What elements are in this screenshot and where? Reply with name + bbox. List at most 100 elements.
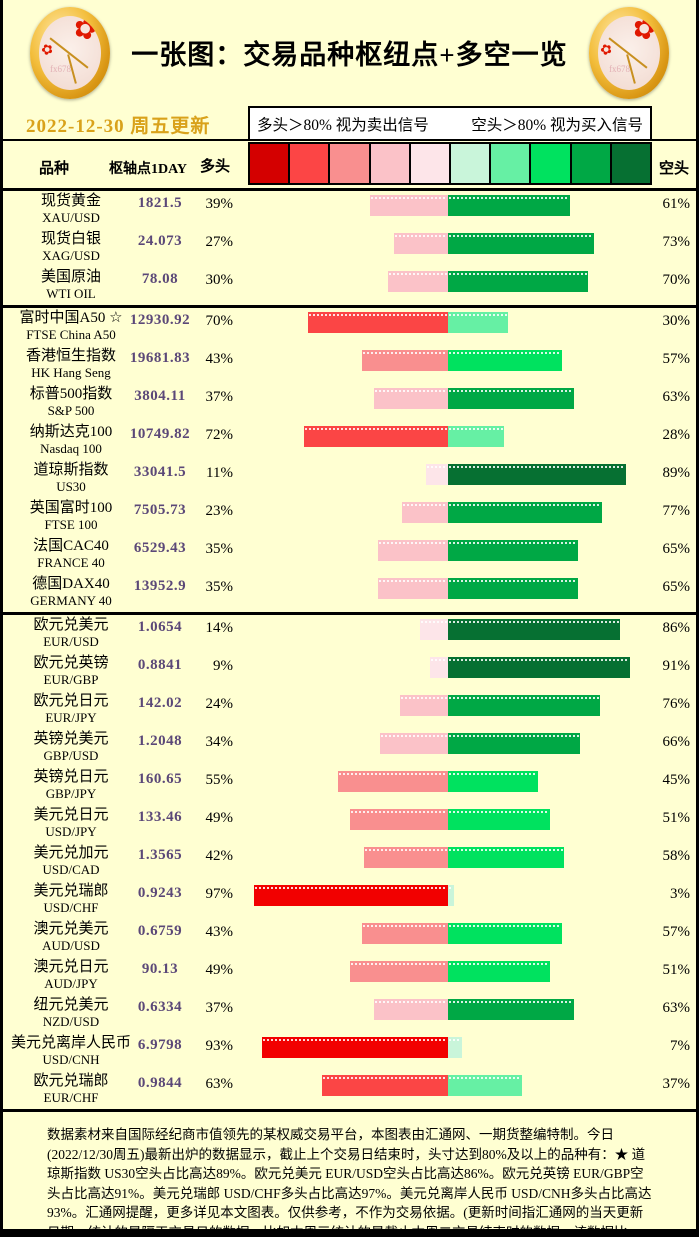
instrument-name: 欧元兑英镑: [33, 655, 109, 671]
long-bar: [374, 388, 448, 409]
short-percent: 73%: [662, 234, 691, 250]
short-percent: 63%: [662, 1000, 691, 1016]
table-row: 香港恒生指数 HK Hang Seng 19681.83 43% 57%: [3, 346, 696, 384]
long-bar: [350, 961, 448, 982]
short-bar: [448, 540, 578, 561]
pivot-value: 3804.11: [134, 388, 186, 404]
instrument-name-cell: 纳斯达克100 Nasdaq 100: [5, 424, 137, 456]
instrument-name-cell: 欧元兑美元 EUR/USD: [5, 617, 137, 649]
instrument-name-cell: 美元兑加元 USD/CAD: [5, 845, 137, 877]
long-bar: [254, 885, 448, 906]
pivot-value: 6.9798: [137, 1037, 183, 1053]
short-percent: 51%: [662, 962, 691, 978]
short-percent: 51%: [662, 810, 691, 826]
short-bar: [448, 657, 630, 678]
scale-swatch: [410, 144, 452, 183]
table-row: 英国富时100 FTSE 100 7505.73 23% 77%: [3, 498, 696, 536]
bar-dotted-line: [375, 390, 447, 392]
short-bar: [448, 233, 594, 254]
instrument-code: EUR/JPY: [45, 710, 97, 725]
short-bar: [448, 271, 588, 292]
instrument-code: Nasdaq 100: [40, 441, 102, 456]
instrument-name-cell: 现货白银 XAG/USD: [5, 231, 137, 263]
instrument-name-cell: 法国CAC40 FRANCE 40: [5, 538, 137, 570]
pivot-value: 1.3565: [137, 847, 183, 863]
short-bar: [448, 809, 550, 830]
instrument-name: 英国富时100: [29, 500, 113, 516]
bar-dotted-line: [449, 659, 629, 661]
bar-dotted-line: [449, 963, 549, 965]
instrument-name-cell: 香港恒生指数 HK Hang Seng: [5, 348, 137, 380]
bar-dotted-line: [389, 273, 447, 275]
table-row: 法国CAC40 FRANCE 40 6529.43 35% 65%: [3, 536, 696, 574]
instrument-code: S&P 500: [47, 403, 95, 418]
bar-dotted-line: [449, 697, 599, 699]
legend-long-note: 多头＞80% 视为卖出信号: [257, 116, 429, 134]
long-percent: 39%: [205, 196, 234, 212]
long-percent: 93%: [205, 1038, 234, 1054]
instrument-code: EUR/GBP: [43, 672, 99, 687]
coin-logo-left: ✿ ✿ fx678: [30, 7, 110, 99]
long-bar: [394, 233, 448, 254]
bar-dotted-line: [371, 197, 447, 199]
table-row: 欧元兑美元 EUR/USD 1.0654 14% 86%: [3, 612, 696, 653]
pivot-value: 90.13: [141, 961, 179, 977]
col-header-instrument: 品种: [39, 161, 70, 177]
bar-dotted-line: [403, 504, 447, 506]
table-row: 欧元兑英镑 EUR/GBP 0.8841 9% 91%: [3, 653, 696, 691]
long-bar: [420, 619, 448, 640]
long-percent: 9%: [213, 658, 233, 674]
short-bar: [448, 502, 602, 523]
short-percent: 89%: [662, 465, 691, 481]
instrument-code: WTI OIL: [46, 286, 96, 301]
bar-dotted-line: [449, 735, 579, 737]
short-bar: [448, 312, 508, 333]
short-bar: [448, 847, 564, 868]
plum-blossom-icon: ✿: [598, 41, 616, 60]
scale-swatch: [370, 144, 411, 183]
instrument-name: 德国DAX40: [32, 576, 110, 592]
pivot-value: 0.6759: [137, 923, 183, 939]
short-bar: [448, 388, 574, 409]
instrument-code: FTSE 100: [44, 517, 98, 532]
pivot-value: 24.073: [137, 233, 183, 249]
instrument-code: AUD/JPY: [44, 976, 98, 991]
long-bar: [362, 923, 448, 944]
bar-dotted-line: [431, 659, 447, 661]
table-row: 欧元兑日元 EUR/JPY 142.02 24% 76%: [3, 691, 696, 729]
short-percent: 37%: [662, 1076, 691, 1092]
instrument-name-cell: 美国原油 WTI OIL: [5, 269, 137, 301]
instrument-code: USD/JPY: [45, 824, 97, 839]
short-percent: 86%: [662, 620, 691, 636]
instrument-code: HK Hang Seng: [31, 365, 111, 380]
table-header: 品种 枢轴点1DAY 多头 空头: [3, 141, 696, 191]
table-row: 澳元兑美元 AUD/USD 0.6759 43% 57%: [3, 919, 696, 957]
legend-short-note: 空头＞80% 视为买入信号: [471, 116, 643, 134]
scale-swatch: [491, 144, 532, 183]
long-bar: [378, 540, 448, 561]
instrument-code: GBP/USD: [43, 748, 99, 763]
table-row: 美元兑日元 USD/JPY 133.46 49% 51%: [3, 805, 696, 843]
instrument-name-cell: 欧元兑瑞郎 EUR/CHF: [5, 1073, 137, 1105]
instrument-name-cell: 道琼斯指数 US30: [5, 462, 137, 494]
pivot-value: 0.9844: [137, 1075, 183, 1091]
long-percent: 49%: [205, 962, 234, 978]
bar-dotted-line: [449, 887, 453, 889]
table-row: 富时中国A50 ☆ FTSE China A50 12930.92 70% 30%: [3, 305, 696, 346]
table-body: 现货黄金 XAU/USD 1821.5 39% 61% 现货白银 XAG/USD 24.073…: [3, 191, 696, 1112]
bar-dotted-line: [449, 1001, 573, 1003]
coin-watermark: fx678: [50, 64, 71, 74]
bar-dotted-line: [309, 314, 447, 316]
instrument-name: 现货白银: [40, 231, 101, 247]
bar-dotted-line: [449, 504, 601, 506]
pivot-value: 13952.9: [133, 578, 187, 594]
short-percent: 76%: [662, 696, 691, 712]
instrument-name-cell: 美元兑瑞郎 USD/CHF: [5, 883, 137, 915]
short-percent: 57%: [662, 924, 691, 940]
long-bar: [388, 271, 448, 292]
long-bar: [370, 195, 448, 216]
long-percent: 34%: [205, 734, 234, 750]
long-bar: [350, 809, 448, 830]
instrument-name: 道琼斯指数: [33, 462, 109, 478]
long-bar: [426, 464, 448, 485]
